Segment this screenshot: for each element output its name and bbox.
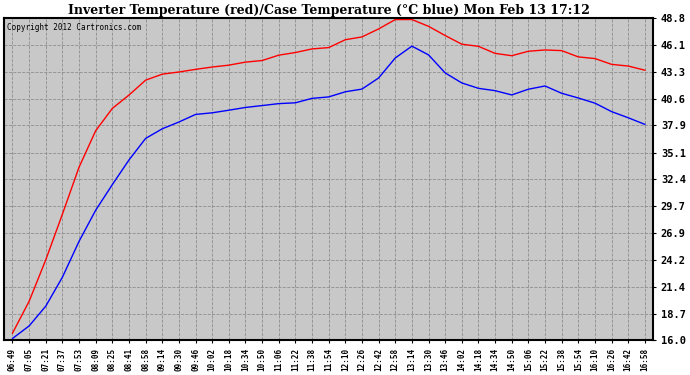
Text: Copyright 2012 Cartronics.com: Copyright 2012 Cartronics.com <box>8 23 141 32</box>
Title: Inverter Temperature (red)/Case Temperature (°C blue) Mon Feb 13 17:12: Inverter Temperature (red)/Case Temperat… <box>68 4 590 17</box>
